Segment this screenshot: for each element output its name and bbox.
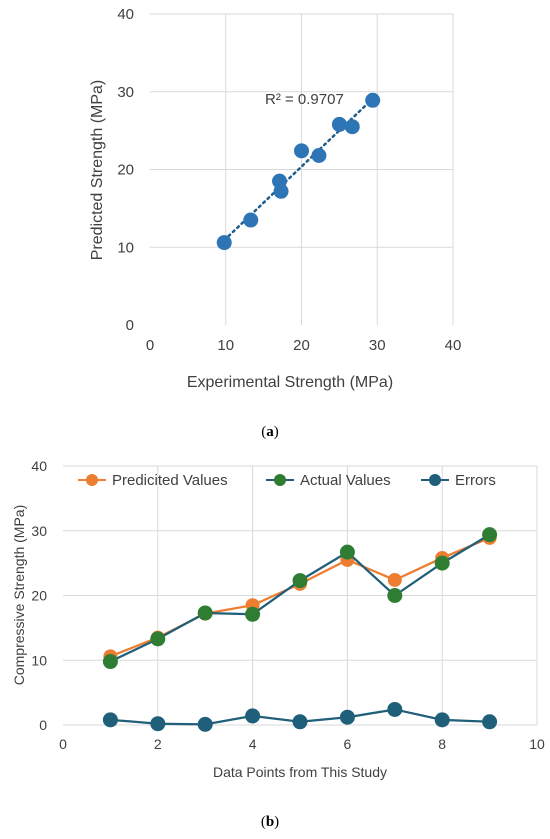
scatter-point bbox=[273, 183, 289, 199]
y-axis-title: Predicted Strength (MPa) bbox=[89, 80, 106, 261]
series-point bbox=[150, 631, 166, 647]
x-tick-label: 40 bbox=[445, 337, 462, 354]
series-point bbox=[434, 555, 450, 571]
y-tick-label: 10 bbox=[117, 239, 134, 256]
series-point bbox=[292, 573, 308, 589]
x-tick-label: 6 bbox=[344, 736, 352, 752]
x-tick-label: 0 bbox=[146, 337, 154, 354]
r-squared-annotation: R² = 0.9707 bbox=[265, 91, 344, 108]
y-tick-label: 0 bbox=[126, 317, 134, 334]
legend-item-actual: Actual Values bbox=[266, 472, 391, 489]
caption-b-letter: b bbox=[266, 814, 274, 830]
scatter-point bbox=[311, 148, 327, 164]
scatter-point bbox=[216, 235, 232, 251]
x-axis-title: Data Points from This Study bbox=[213, 764, 387, 780]
x-tick-label: 10 bbox=[529, 736, 545, 752]
scatter-y-tick-labels: 0 10 20 30 40 bbox=[117, 6, 134, 334]
series-point bbox=[387, 572, 402, 587]
scatter-points bbox=[216, 92, 381, 251]
scatter-point bbox=[331, 116, 347, 132]
legend-swatch-marker bbox=[86, 474, 98, 486]
series-point bbox=[387, 701, 403, 717]
scatter-chart: 0 10 20 30 40 0 10 20 30 40 R² = 0.9707 … bbox=[89, 6, 461, 391]
y-axis-title: Compressive Strength (MPa) bbox=[11, 505, 27, 686]
line-y-tick-labels: 0 10 20 30 40 bbox=[31, 458, 47, 733]
x-tick-label: 2 bbox=[154, 736, 162, 752]
x-tick-label: 8 bbox=[438, 736, 446, 752]
series-point bbox=[434, 712, 450, 728]
scatter-point bbox=[243, 212, 259, 228]
series-line bbox=[109, 533, 491, 663]
caption-a: (a) bbox=[261, 424, 279, 440]
scatter-point bbox=[294, 143, 309, 159]
series-point bbox=[339, 709, 355, 725]
series-point bbox=[245, 708, 261, 724]
series-point bbox=[197, 716, 213, 732]
legend-swatch-marker bbox=[274, 474, 286, 486]
series-1 bbox=[102, 527, 498, 670]
y-tick-label: 30 bbox=[117, 84, 134, 101]
x-tick-label: 30 bbox=[369, 337, 386, 354]
scatter-point bbox=[344, 119, 360, 135]
series-point bbox=[197, 605, 213, 621]
legend-label: Predicited Values bbox=[112, 472, 228, 489]
x-tick-label: 0 bbox=[59, 736, 67, 752]
series-2 bbox=[102, 701, 498, 732]
y-tick-label: 0 bbox=[39, 717, 47, 733]
y-tick-label: 10 bbox=[31, 652, 47, 668]
legend-swatch-marker bbox=[429, 474, 441, 486]
series-point bbox=[482, 527, 498, 543]
caption-b: (b) bbox=[261, 814, 279, 830]
series-point bbox=[245, 606, 261, 622]
series-point bbox=[150, 716, 166, 732]
legend-label: Errors bbox=[455, 472, 496, 489]
y-tick-label: 30 bbox=[31, 523, 47, 539]
y-tick-label: 40 bbox=[117, 6, 134, 23]
y-tick-label: 40 bbox=[31, 458, 47, 474]
line-chart: 0 2 4 6 8 10 0 10 20 30 40 Predicited Va… bbox=[11, 458, 545, 780]
legend: Predicited Values Actual Values Errors bbox=[78, 472, 496, 489]
scatter-x-tick-labels: 0 10 20 30 40 bbox=[146, 337, 462, 354]
y-tick-label: 20 bbox=[31, 588, 47, 604]
legend-label: Actual Values bbox=[300, 472, 391, 489]
legend-item-predicted: Predicited Values bbox=[78, 472, 228, 489]
scatter-point bbox=[365, 92, 381, 108]
x-tick-label: 20 bbox=[293, 337, 310, 354]
scatter-gridlines bbox=[150, 13, 454, 325]
series-point bbox=[482, 714, 498, 730]
series-line bbox=[109, 536, 491, 658]
x-tick-label: 10 bbox=[217, 337, 234, 354]
series-point bbox=[102, 712, 118, 728]
x-axis-title: Experimental Strength (MPa) bbox=[187, 374, 393, 391]
series-point bbox=[102, 654, 118, 670]
series-point bbox=[339, 544, 355, 560]
x-tick-label: 4 bbox=[249, 736, 257, 752]
series-point bbox=[292, 714, 308, 730]
line-gridlines bbox=[63, 465, 538, 726]
line-series bbox=[102, 527, 498, 732]
y-tick-label: 20 bbox=[117, 162, 134, 179]
line-x-tick-labels: 0 2 4 6 8 10 bbox=[59, 736, 545, 752]
legend-item-errors: Errors bbox=[421, 472, 496, 489]
series-point bbox=[387, 588, 403, 603]
caption-a-letter: a bbox=[266, 424, 274, 440]
